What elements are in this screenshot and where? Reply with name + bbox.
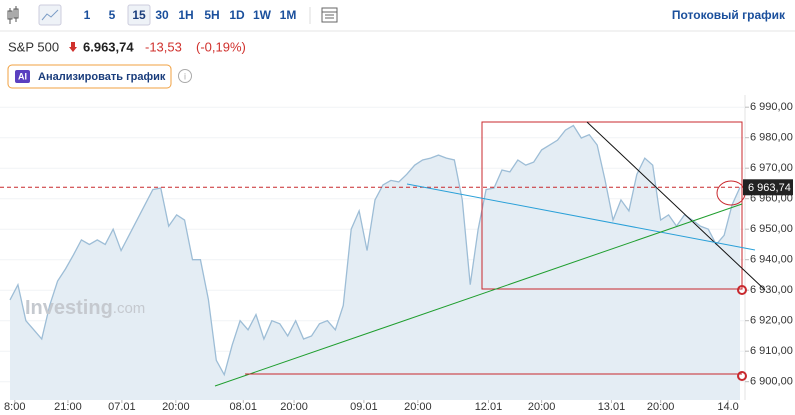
y-tick-label: 6 970,00 <box>750 162 793 174</box>
watermark-suffix: .com <box>113 300 146 317</box>
y-tick-label: 6 980,00 <box>750 132 793 144</box>
interval-button[interactable]: 5H <box>204 8 219 22</box>
info-i: i <box>184 71 186 81</box>
x-tick-label: 12.01 <box>475 401 503 413</box>
drawn-trend-line[interactable] <box>406 183 756 251</box>
x-tick-label: 20:00 <box>162 401 190 413</box>
down-arrow <box>69 42 77 52</box>
x-tick-label: 09.01 <box>350 401 378 413</box>
candle-icon[interactable] <box>7 6 19 24</box>
x-tick-label: 13.01 <box>598 401 626 413</box>
y-tick-label: 6 940,00 <box>750 254 793 266</box>
x-tick-label: 20:00 <box>528 401 556 413</box>
watermark: Investing.com <box>25 297 145 319</box>
x-tick-label: 20:00 <box>280 401 308 413</box>
drawings <box>214 121 766 387</box>
drawn-trend-line[interactable] <box>214 203 743 387</box>
last-price-label: 6 963,74 <box>748 182 791 194</box>
info-icon[interactable] <box>178 69 192 83</box>
x-tick-label: 20:00 <box>647 401 675 413</box>
interval-button[interactable]: 1 <box>84 8 91 22</box>
interval-button[interactable]: 15 <box>132 8 146 22</box>
ai-label: AI <box>18 71 27 81</box>
analyze-label: Анализировать график <box>38 71 166 83</box>
drawn-marker[interactable] <box>737 371 747 381</box>
stream-chart-link[interactable]: Потоковый график <box>672 8 786 22</box>
y-tick-label: 6 960,00 <box>750 193 793 205</box>
analyze-button[interactable] <box>7 64 172 89</box>
interval-button[interactable]: 1H <box>178 8 193 22</box>
interval-button[interactable]: 30 <box>155 8 169 22</box>
change: -13,53 <box>145 39 182 54</box>
interval-button[interactable]: 1D <box>229 8 245 22</box>
x-tick-label: 14.0 <box>717 401 738 413</box>
y-tick-label: 6 900,00 <box>750 376 793 388</box>
x-tick-label: 08.01 <box>230 401 258 413</box>
y-tick-label: 6 950,00 <box>750 223 793 235</box>
interval-button[interactable]: 5 <box>109 8 116 22</box>
y-tick-label: 6 920,00 <box>750 315 793 327</box>
interval-button[interactable]: 1M <box>280 8 297 22</box>
x-tick-label: 07.01 <box>108 401 136 413</box>
x-tick-label: 21:00 <box>54 401 82 413</box>
area <box>10 125 740 400</box>
y-tick-label: 6 930,00 <box>750 284 793 296</box>
last-price-box <box>743 179 793 196</box>
table-icon[interactable] <box>321 7 338 23</box>
drawn-marker[interactable] <box>737 285 747 295</box>
drawn-ellipse[interactable] <box>716 180 746 206</box>
area-icon[interactable] <box>38 4 62 26</box>
change-pct: (-0,19%) <box>196 39 246 54</box>
y-tick-label: 6 990,00 <box>750 101 793 113</box>
x-tick-label: 20:00 <box>404 401 432 413</box>
price-line <box>9 124 741 377</box>
x-tick-label: 8:00 <box>4 401 25 413</box>
watermark-brand: Investing <box>25 297 113 319</box>
symbol: S&P 500 <box>8 39 59 54</box>
drawn-rectangle[interactable] <box>481 121 743 290</box>
y-tick-label: 6 910,00 <box>750 345 793 357</box>
interval-button[interactable]: 1W <box>253 8 272 22</box>
price: 6.963,74 <box>83 39 134 54</box>
active-interval-box <box>127 4 151 26</box>
ai-badge <box>15 70 30 83</box>
drawn-trend-line[interactable] <box>586 121 766 291</box>
